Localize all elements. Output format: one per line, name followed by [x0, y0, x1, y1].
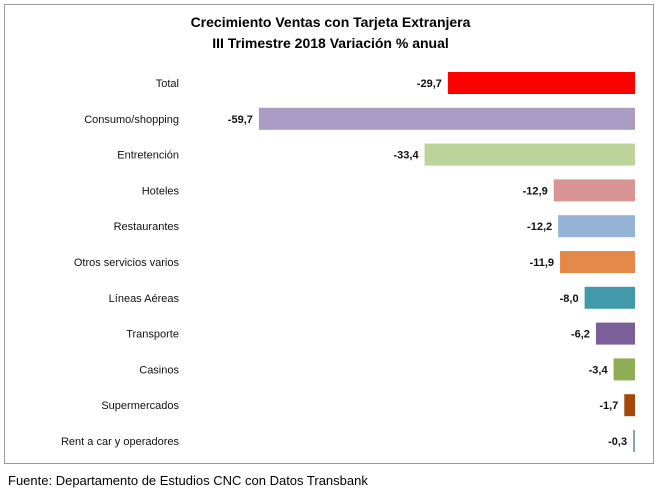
bar	[447, 72, 635, 94]
chart-subtitle: III Trimestre 2018 Variación % anual	[212, 35, 449, 51]
data-label: -0,3	[608, 436, 627, 448]
chart-title: Crecimiento Ventas con Tarjeta Extranjer…	[190, 14, 471, 30]
bar	[424, 143, 635, 166]
source-note: Fuente: Departamento de Estudios CNC con…	[8, 473, 368, 488]
bar	[258, 107, 635, 130]
category-label: Hoteles	[142, 185, 180, 197]
category-label: Supermercados	[101, 400, 179, 412]
data-label: -29,7	[417, 78, 442, 90]
category-label: Líneas Aéreas	[109, 293, 180, 305]
category-label: Otros servicios varios	[74, 257, 180, 269]
category-label: Rent a car y operadores	[61, 436, 180, 448]
category-label: Entretención	[117, 150, 179, 162]
data-label: -11,9	[530, 257, 554, 269]
data-label: -8,0	[560, 293, 579, 305]
data-label: -6,2	[571, 329, 590, 341]
data-label: -12,9	[523, 185, 548, 197]
bar	[553, 179, 635, 202]
category-label: Consumo/shopping	[84, 114, 179, 126]
category-label: Casinos	[139, 364, 179, 376]
category-label: Total	[156, 78, 179, 90]
category-label: Restaurantes	[114, 221, 180, 233]
data-label: -12,2	[527, 221, 552, 233]
bar	[633, 430, 635, 452]
bar	[560, 251, 635, 273]
bar	[613, 358, 635, 381]
data-label: -33,4	[394, 150, 420, 162]
data-label: -3,4	[589, 364, 609, 376]
bar	[624, 394, 635, 417]
bar	[595, 322, 635, 345]
bar	[558, 215, 635, 238]
bar	[584, 286, 635, 309]
data-label: -1,7	[599, 400, 618, 412]
data-label: -59,7	[228, 114, 253, 126]
category-label: Transporte	[126, 329, 179, 341]
